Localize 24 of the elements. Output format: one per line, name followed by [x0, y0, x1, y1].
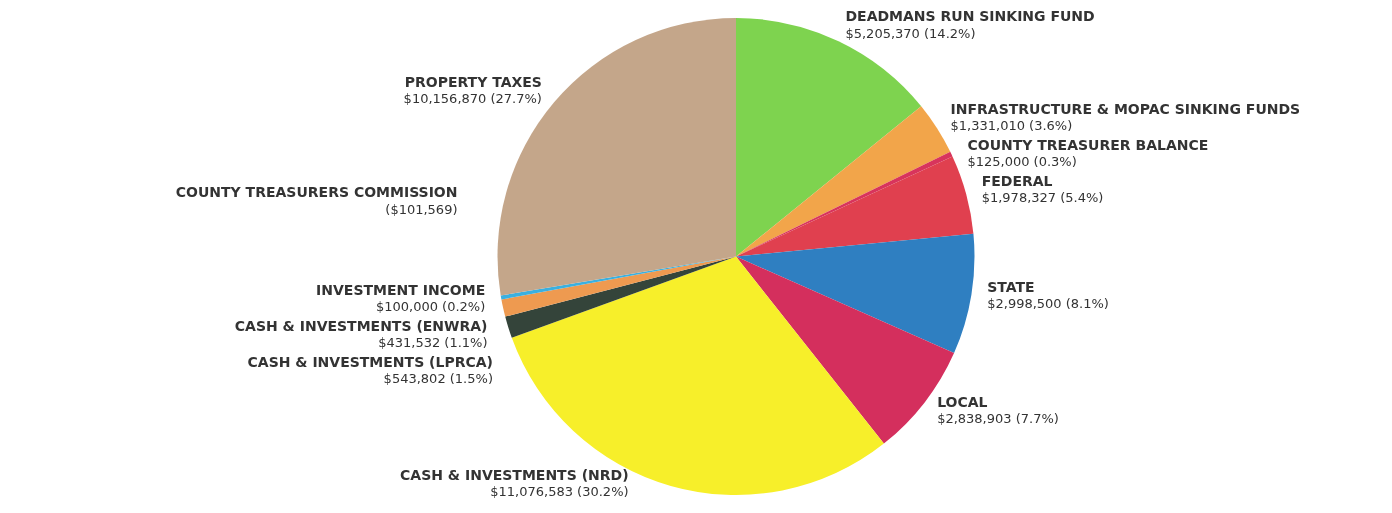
- data-label: $2,998,500 (8.1%): [987, 296, 1109, 312]
- slice-label: LOCAL: [937, 394, 988, 411]
- slice-label: CASH & INVESTMENTS (ENWRA): [234, 317, 488, 334]
- slice-label: STATE: [987, 278, 1035, 295]
- text: ($101,569): [385, 202, 458, 218]
- slice-label: INVESTMENT INCOME: [316, 281, 486, 298]
- slice-label: DEADMANS RUN SINKING FUND: [845, 8, 1095, 25]
- slice-label: PROPERTY TAXES: [404, 73, 542, 90]
- text: COUNTY TREASURERS COMMISSION: [175, 184, 458, 201]
- data-label: $1,331,010 (3.6%): [950, 118, 1073, 134]
- data-label: $100,000 (0.2%): [375, 299, 486, 315]
- slice-label: CASH & INVESTMENTS (LPRCA): [247, 353, 493, 370]
- data-label: $5,205,370 (14.2%): [845, 25, 976, 41]
- data-label: $543,802 (1.5%): [383, 371, 493, 387]
- slice-label: INFRASTRUCTURE & MOPAC SINKING FUNDS: [950, 101, 1301, 118]
- data-label: $431,532 (1.1%): [378, 335, 488, 351]
- data-label: $11,076,583 (30.2%): [490, 483, 629, 499]
- data-label: $2,838,903 (7.7%): [937, 411, 1059, 427]
- slice-label: CASH & INVESTMENTS (NRD): [400, 466, 629, 483]
- data-label: $10,156,870 (27.7%): [403, 90, 542, 106]
- data-label: $125,000 (0.3%): [967, 154, 1077, 170]
- slice-label: COUNTY TREASURER BALANCE: [967, 137, 1209, 154]
- data-label: $1,978,327 (5.4%): [981, 190, 1104, 206]
- slice-label: FEDERAL: [981, 173, 1053, 190]
